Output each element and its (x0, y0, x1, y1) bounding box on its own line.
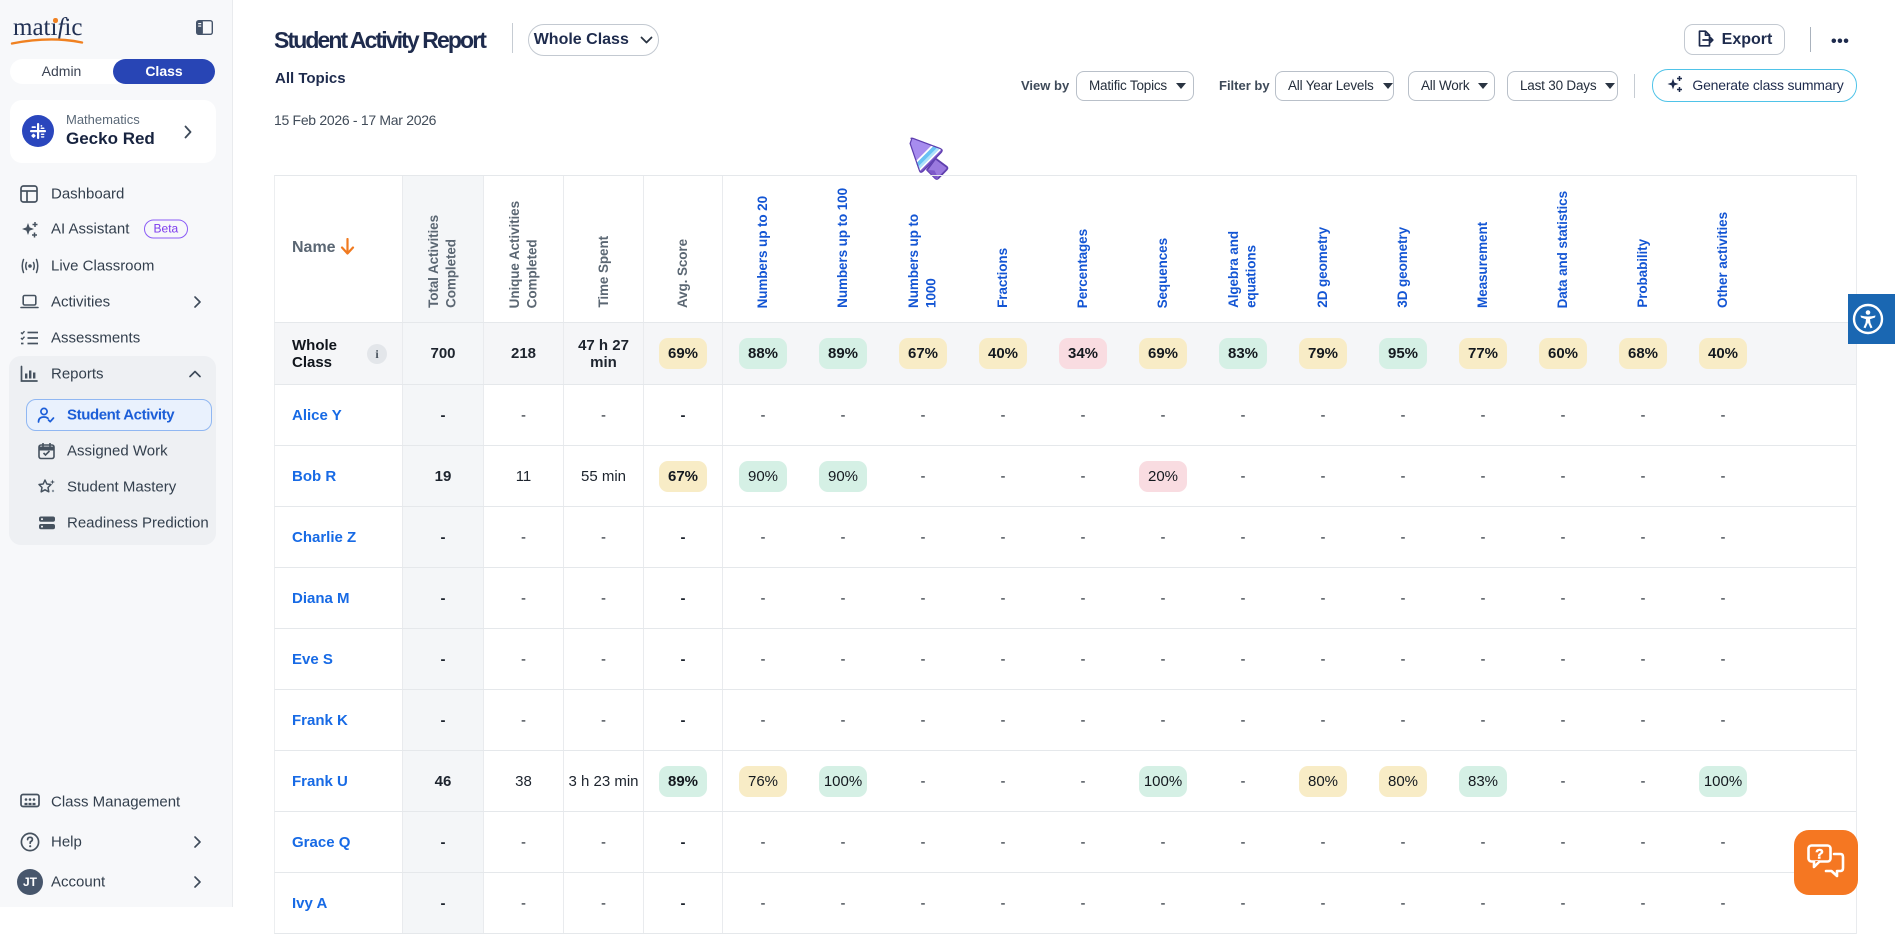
svg-text:?: ? (1815, 846, 1824, 862)
